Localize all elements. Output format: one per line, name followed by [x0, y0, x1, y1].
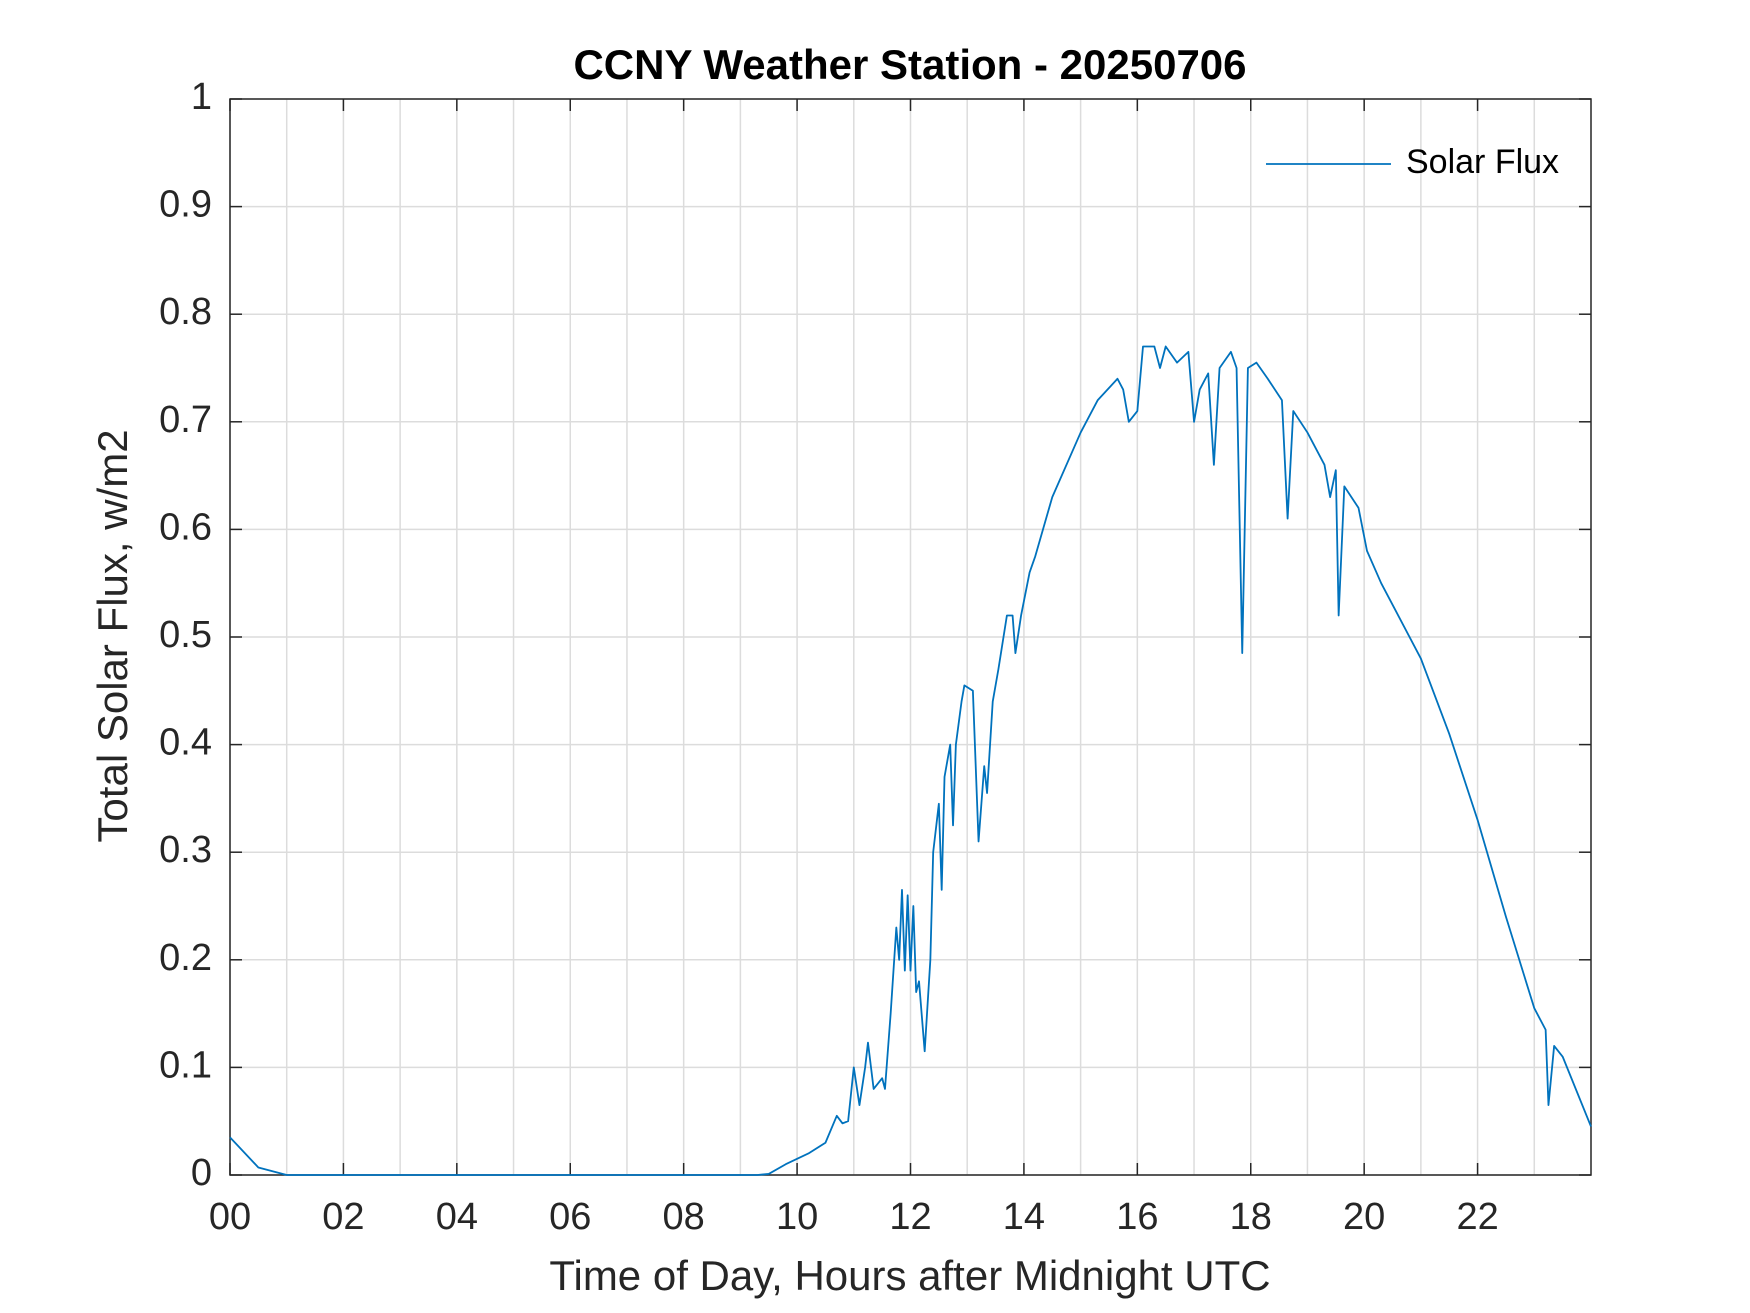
- y-tick-label: 0.7: [159, 399, 212, 441]
- y-tick-label: 0.1: [159, 1044, 212, 1086]
- y-tick-label: 1: [191, 76, 212, 118]
- data-line: [229, 345, 1592, 1176]
- y-tick-label: 0.5: [159, 614, 212, 656]
- x-tick-label: 00: [209, 1196, 251, 1238]
- y-tick-label: 0.2: [159, 937, 212, 979]
- y-tick-label: 0.4: [159, 722, 212, 764]
- x-axis-label: Time of Day, Hours after Midnight UTC: [549, 1252, 1270, 1299]
- x-tick-label: 14: [1003, 1196, 1045, 1238]
- x-tick-label: 12: [889, 1196, 931, 1238]
- y-tick-label: 0.6: [159, 506, 212, 548]
- y-axis-label: Total Solar Flux, w/m2: [89, 429, 136, 842]
- y-tick-label: 0.8: [159, 291, 212, 333]
- x-tick-label: 06: [549, 1196, 591, 1238]
- x-tick-label: 20: [1343, 1196, 1385, 1238]
- x-tick-label: 02: [322, 1196, 364, 1238]
- x-tick-label: 10: [776, 1196, 818, 1238]
- y-tick-label: 0: [191, 1152, 212, 1194]
- x-tick-label: 16: [1116, 1196, 1158, 1238]
- y-tick-label: 0.9: [159, 184, 212, 226]
- x-tick-label: 22: [1456, 1196, 1498, 1238]
- x-tick-label: 08: [663, 1196, 705, 1238]
- legend-label: Solar Flux: [1406, 143, 1559, 181]
- x-tick-label: 18: [1230, 1196, 1272, 1238]
- y-tick-label: 0.3: [159, 829, 212, 871]
- chart-title: CCNY Weather Station - 20250706: [573, 41, 1246, 88]
- x-tick-label: 04: [436, 1196, 478, 1238]
